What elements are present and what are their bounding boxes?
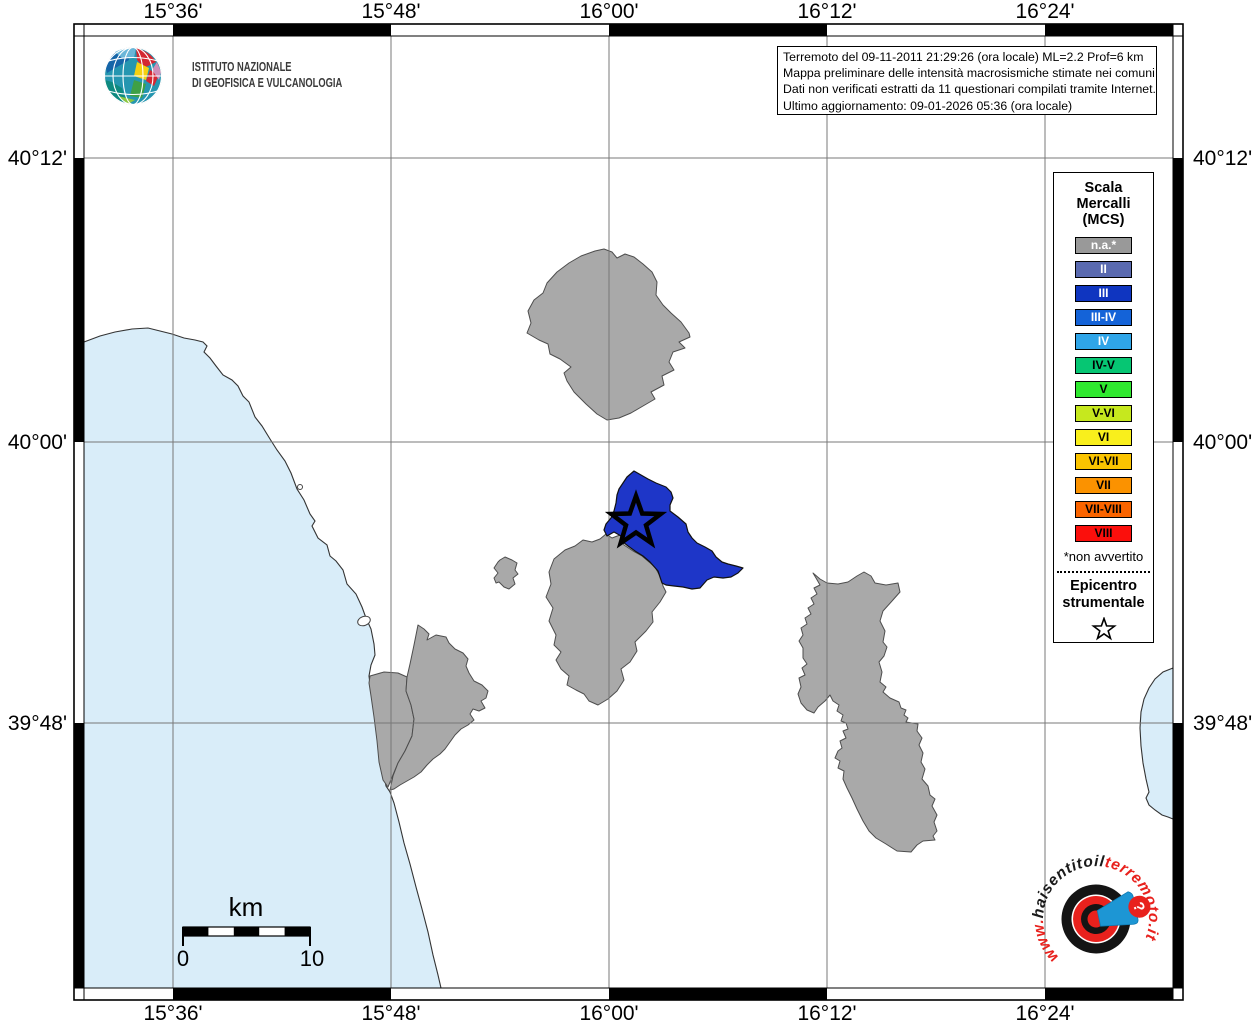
municipality-polygon-east <box>797 571 938 853</box>
municipality-polygon-central <box>545 533 667 706</box>
legend-chip-viiviii: VII-VIII <box>1075 501 1132 518</box>
graticule <box>84 36 1173 988</box>
scale-bar-segment <box>284 927 310 936</box>
scale-bar-segment <box>183 927 209 936</box>
axis-label: 16°00' <box>579 1002 638 1024</box>
scale-bar-end: 10 <box>300 946 324 971</box>
axis-label: 40°12' <box>8 147 67 170</box>
axis-label: 15°36' <box>143 0 202 23</box>
axis-label: 40°00' <box>8 431 67 454</box>
islet <box>297 484 303 490</box>
site-logo: ? www.haisentitoilterremoto.it <box>1019 845 1168 967</box>
legend-chip-iv: IV <box>1075 333 1132 350</box>
legend-epicenter-symbol <box>1054 616 1153 647</box>
municipality-polygon-small <box>493 556 519 590</box>
axis-label: 16°00' <box>579 0 638 23</box>
legend-chip-vii: VII <box>1075 477 1132 494</box>
scale-bar-start: 0 <box>177 946 189 971</box>
axis-labels: 15°36' 15°36' 15°48' 15°48' 16°00' 16°00' 16°1… <box>8 0 1252 1024</box>
axis-label: 40°00' <box>1193 431 1252 454</box>
axis-label: 15°48' <box>361 0 420 23</box>
info-line-source: Dati non verificati estratti da 11 quest… <box>783 82 1156 97</box>
scale-bar-unit: km <box>229 892 264 922</box>
legend-chip-iiiiv: III-IV <box>1075 309 1132 326</box>
epicenter-star <box>604 489 668 549</box>
info-line-mapdesc: Mappa preliminare delle intensità macros… <box>783 66 1155 81</box>
axis-label: 15°48' <box>361 1002 420 1024</box>
legend-epicenter-label: Epicentro strumentale <box>1062 578 1145 611</box>
ionian-coastline <box>1139 667 1174 820</box>
axis-label: 16°12' <box>797 0 856 23</box>
legend-chip-iii: III <box>1075 285 1132 302</box>
info-line-event: Terremoto del 09-11-2011 21:29:26 (ora l… <box>783 50 1144 64</box>
axis-label: 15°36' <box>143 1002 202 1024</box>
municipality-polygon-coastal-large <box>389 624 489 791</box>
ingv-logo-text-line2: DI GEOFISICA E VULCANOLOGIA <box>192 77 342 91</box>
legend-divider <box>1057 571 1150 573</box>
axis-label: 16°24' <box>1015 1002 1074 1024</box>
legend-footnote: *non avvertito <box>1063 549 1144 564</box>
ingv-logo-text-line1: ISTITUTO NAZIONALE <box>192 61 292 75</box>
earthquake-info-box: Terremoto del 09-11-2011 21:29:26 (ora l… <box>777 46 1157 115</box>
legend-scale: n.a.* II III III-IV IV IV-V V V-VI VI VI-VII VII VI… <box>1054 237 1153 542</box>
ingv-logo: ISTITUTO NAZIONALE DI GEOFISICA E VULCAN… <box>103 46 342 106</box>
dino-island <box>357 615 371 627</box>
legend-chip-ivv: IV-V <box>1075 357 1132 374</box>
scale-bar-segment <box>233 927 260 936</box>
legend-title: Scala Mercalli (MCS) <box>1076 180 1131 228</box>
logo-question-badge <box>1128 895 1151 918</box>
legend-chip-vi: VI <box>1075 429 1132 446</box>
epicenter-star-icon <box>1090 616 1117 641</box>
legend-chip-v: V <box>1075 381 1132 398</box>
scale-bar: km 0 10 <box>177 892 324 971</box>
map-frame <box>73 23 1184 1001</box>
axis-label: 39°48' <box>8 712 67 735</box>
ionian-sea <box>1140 668 1173 819</box>
ingv-globe-icon <box>103 46 163 106</box>
legend-chip-viii: VIII <box>1075 525 1132 542</box>
info-line-updated: Ultimo aggiornamento: 09-01-2026 05:36 (… <box>783 98 1073 113</box>
legend-chip-vvi: V-VI <box>1075 405 1132 422</box>
axis-label: 16°24' <box>1015 0 1074 23</box>
axis-label: 16°12' <box>797 1002 856 1024</box>
legend-chip-na: n.a.* <box>1075 237 1132 254</box>
legend-box: Scala Mercalli (MCS) n.a.* II III III-IV IV I… <box>1053 172 1154 643</box>
axis-label: 39°48' <box>1193 712 1252 735</box>
logo-megaphone-icon <box>1096 891 1139 927</box>
axis-label: 40°12' <box>1193 147 1252 170</box>
legend-chip-ii: II <box>1075 261 1132 278</box>
legend-chip-vivii: VI-VII <box>1075 453 1132 470</box>
